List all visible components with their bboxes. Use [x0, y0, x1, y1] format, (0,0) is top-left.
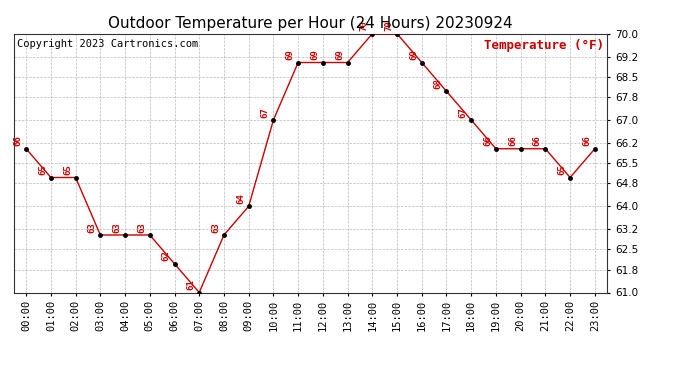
Text: 63: 63	[88, 222, 97, 233]
Text: 65: 65	[38, 165, 47, 175]
Text: 66: 66	[483, 136, 492, 147]
Text: 68: 68	[434, 78, 443, 89]
Text: 69: 69	[286, 50, 295, 60]
Text: 63: 63	[112, 222, 121, 233]
Text: 63: 63	[211, 222, 220, 233]
Text: 66: 66	[582, 136, 591, 147]
Text: 69: 69	[335, 50, 344, 60]
Text: 70: 70	[359, 21, 368, 32]
Text: 67: 67	[458, 107, 468, 118]
Text: 65: 65	[558, 165, 566, 175]
Text: 66: 66	[533, 136, 542, 147]
Text: 61: 61	[186, 279, 195, 290]
Text: 69: 69	[409, 50, 418, 60]
Text: 63: 63	[137, 222, 146, 233]
Text: 70: 70	[384, 21, 393, 32]
Text: 67: 67	[261, 107, 270, 118]
Text: Copyright 2023 Cartronics.com: Copyright 2023 Cartronics.com	[17, 39, 198, 49]
Text: Temperature (°F): Temperature (°F)	[484, 39, 604, 52]
Text: 66: 66	[13, 136, 23, 147]
Text: 62: 62	[161, 251, 171, 261]
Text: 64: 64	[236, 193, 245, 204]
Title: Outdoor Temperature per Hour (24 Hours) 20230924: Outdoor Temperature per Hour (24 Hours) …	[108, 16, 513, 31]
Text: 65: 65	[63, 165, 72, 175]
Text: 66: 66	[508, 136, 517, 147]
Text: 69: 69	[310, 50, 319, 60]
